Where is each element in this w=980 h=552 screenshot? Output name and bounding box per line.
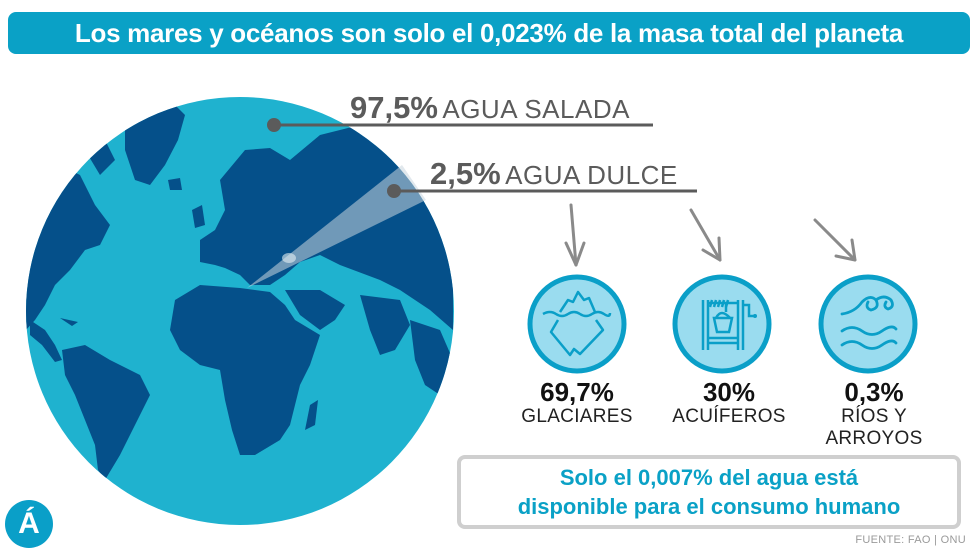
note-line-2: disponible para el consumo humano: [517, 494, 901, 519]
title-banner: Los mares y océanos son solo el 0,023% d…: [8, 12, 970, 54]
saltwater-label: AGUA SALADA: [442, 94, 630, 124]
iceberg-icon: [527, 274, 627, 374]
stat-rivers: 0,3% RÍOS Y ARROYOS: [799, 378, 949, 450]
stat-value: 0,3%: [844, 377, 904, 407]
brand-logo: Á: [5, 500, 53, 548]
logo-letter: Á: [18, 507, 40, 540]
callout-freshwater-line: [387, 184, 697, 198]
saltwater-callout: 97,5% AGUA SALADA: [350, 90, 630, 126]
stat-aquifers: 30% ACUÍFEROS: [654, 378, 804, 428]
page-title: Los mares y océanos son solo el 0,023% d…: [74, 17, 904, 48]
arrow-down-icon: [564, 203, 586, 267]
freshwater-label: AGUA DULCE: [505, 160, 678, 190]
stat-label: ACUÍFEROS: [672, 406, 786, 427]
river-waves-icon: [818, 274, 918, 374]
stat-label: GLACIARES: [521, 406, 633, 427]
stat-label-line2: ARROYOS: [825, 428, 923, 449]
source-credit: FUENTE: FAO | ONU: [855, 534, 966, 546]
stat-label: RÍOS Y: [841, 406, 907, 427]
stat-value: 69,7%: [540, 377, 614, 407]
freshwater-percent: 2,5%: [430, 156, 501, 191]
arrow-down-right-icon: [689, 208, 722, 262]
note-line-1: Solo el 0,007% del agua está: [559, 465, 859, 490]
water-well-icon: [672, 274, 772, 374]
stat-glaciers: 69,7% GLACIARES: [502, 378, 652, 428]
globe: [26, 97, 454, 525]
saltwater-percent: 97,5%: [350, 90, 438, 125]
callout-saltwater-line: [267, 118, 653, 132]
arrow-down-right-icon: [813, 218, 857, 262]
stat-value: 30%: [702, 377, 756, 407]
human-consumption-note: Solo el 0,007% del agua está disponible …: [457, 455, 961, 529]
freshwater-callout: 2,5% AGUA DULCE: [430, 156, 678, 192]
